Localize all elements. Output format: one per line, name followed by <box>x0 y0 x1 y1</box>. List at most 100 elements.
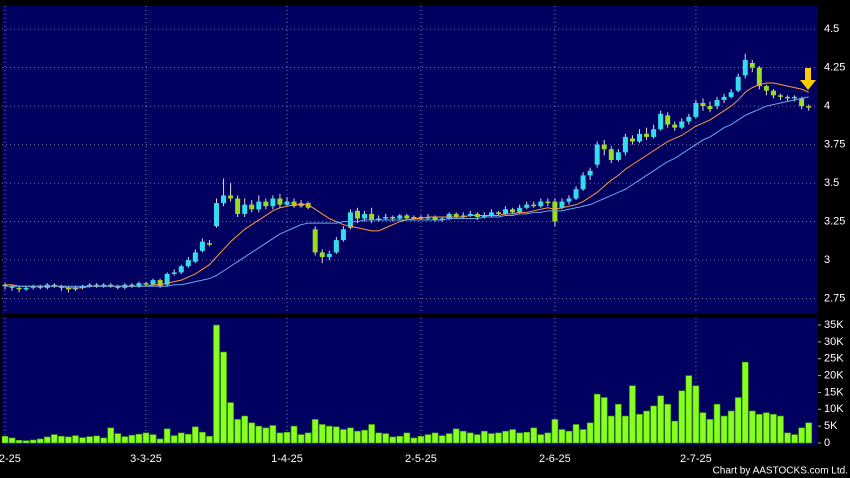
volume-bar <box>713 403 721 444</box>
arrow-icon <box>800 68 816 90</box>
y-tick-label: 4 <box>824 100 830 112</box>
candle-body <box>221 195 227 204</box>
volume-bar <box>192 426 199 444</box>
candle-body <box>658 113 664 130</box>
volume-bar <box>798 427 805 444</box>
volume-bar <box>86 436 93 444</box>
candle-body <box>749 62 755 68</box>
volume-bar <box>784 432 791 444</box>
candle-body <box>531 204 537 207</box>
candle-body <box>362 213 368 219</box>
volume-bar <box>431 432 439 444</box>
candle-body <box>58 286 64 288</box>
volume-bar <box>72 435 79 444</box>
y-tick-label: 0 <box>824 437 830 449</box>
volume-bar <box>375 432 382 444</box>
candle-body <box>242 204 248 214</box>
candle-body <box>566 198 572 202</box>
volume-bar <box>551 419 559 444</box>
candle-body <box>799 98 805 107</box>
volume-bar <box>664 403 672 444</box>
volume-bar <box>516 432 523 444</box>
volume-bar <box>410 437 418 444</box>
candle-body <box>439 218 445 221</box>
x-tick-label: 3-3-25 <box>130 453 162 465</box>
candle-body <box>355 210 360 219</box>
candle-body <box>369 213 375 221</box>
volume-bar <box>361 429 368 444</box>
volume-bar <box>452 428 460 444</box>
candle-body <box>665 115 671 125</box>
volume-bar <box>389 436 397 444</box>
volume-bar <box>699 412 707 444</box>
volume-bar <box>678 390 686 444</box>
volume-bar <box>1 435 9 444</box>
volume-bar <box>509 429 516 444</box>
volume-bar <box>382 433 390 444</box>
candle-body <box>460 215 466 217</box>
volume-bar <box>107 427 115 444</box>
y-tick-label: 3.75 <box>824 139 845 151</box>
volume-bar <box>325 425 333 444</box>
candle-body <box>284 201 290 205</box>
volume-bar <box>170 435 178 444</box>
volume-bar <box>156 438 164 444</box>
candle-body <box>517 207 523 213</box>
x-tick-label: 2-7-25 <box>680 453 712 465</box>
candle-body <box>263 201 269 207</box>
volume-bar <box>234 419 241 444</box>
candle-body <box>376 218 382 221</box>
volume-bar <box>417 435 425 444</box>
candle-body <box>9 286 15 288</box>
candle-body <box>770 90 776 96</box>
y-tick-label: 10K <box>824 403 844 415</box>
candle-body <box>185 260 191 267</box>
candle-body <box>115 286 121 288</box>
volume-bar <box>269 425 277 444</box>
volume-bar <box>530 427 538 444</box>
candle-body <box>587 170 593 176</box>
candle-body <box>73 287 78 290</box>
candle-body <box>206 243 212 245</box>
volume-bar <box>199 431 206 444</box>
y-tick-label: 35K <box>824 319 844 331</box>
candle-body <box>559 201 565 208</box>
candle-body <box>637 133 642 142</box>
candle-body <box>65 287 71 290</box>
volume-bar <box>93 435 100 444</box>
candle-body <box>192 252 198 262</box>
volume-bar <box>650 405 657 444</box>
volume-bar <box>523 431 531 444</box>
y-tick-label: 4.25 <box>824 62 845 74</box>
volume-bar <box>149 434 157 444</box>
candle-body <box>150 280 156 285</box>
grid <box>2 6 821 445</box>
volume-bar <box>720 415 728 444</box>
volume-bar <box>311 419 319 444</box>
candle-body <box>319 252 325 258</box>
candle-body <box>721 96 727 100</box>
candle-body <box>256 201 262 210</box>
y-tick-label: 5K <box>824 420 838 432</box>
volume-bar <box>805 422 813 444</box>
volume-bar <box>424 434 432 444</box>
volume-bar <box>354 430 361 444</box>
volume-bar <box>213 324 220 444</box>
volume-bar <box>206 435 213 444</box>
candle-body <box>2 284 8 287</box>
volume-bar <box>685 375 693 444</box>
volume-bar <box>79 437 86 444</box>
volume-bar <box>347 427 354 444</box>
volume-bar <box>607 415 615 444</box>
credit: Chart by AASTOCKS.com Ltd. <box>713 466 848 477</box>
volume-bar <box>502 430 509 444</box>
candle-body <box>16 287 22 290</box>
volume-bar <box>763 412 770 444</box>
candle-body <box>277 198 283 205</box>
candle-body <box>199 241 205 251</box>
candle-body <box>87 284 93 287</box>
volume-bar <box>488 433 495 444</box>
y-tick-label: 4.5 <box>824 23 839 35</box>
candle-body <box>108 284 114 287</box>
